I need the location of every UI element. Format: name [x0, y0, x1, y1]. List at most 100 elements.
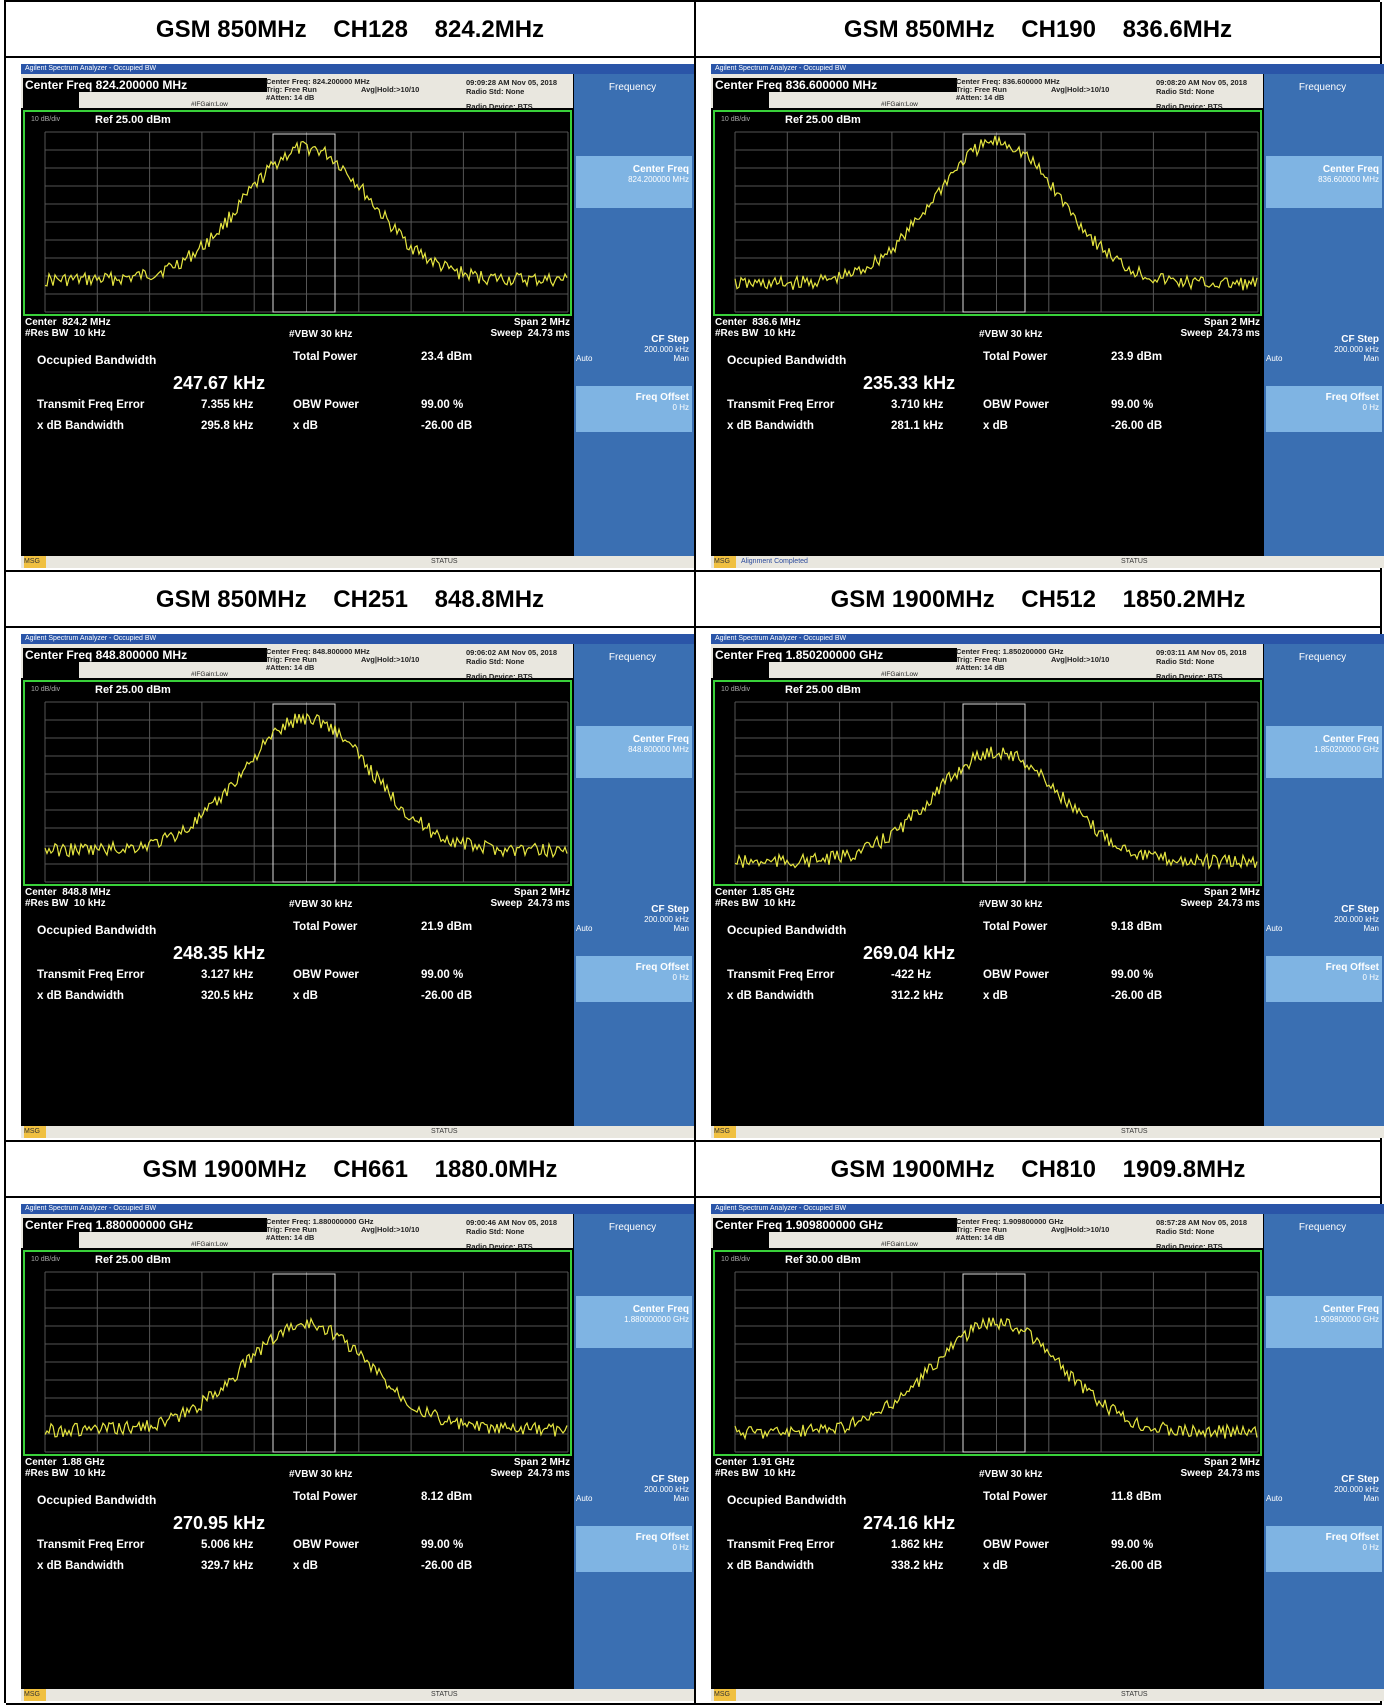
- softkey-panel: Frequency Center Freq 848.800000 MHz CF Ste…: [574, 644, 694, 1126]
- auto-man-toggle[interactable]: Auto Man: [576, 924, 689, 933]
- man-option: Man: [1363, 354, 1379, 363]
- xdb-bw-value: 338.2 kHz: [891, 1560, 944, 1572]
- ref-level: Ref 25.00 dBm: [95, 114, 171, 126]
- vbw: #VBW 30 kHz: [289, 899, 353, 910]
- total-power-label: Total Power: [293, 351, 358, 363]
- tfe-value: 3.710 kHz: [891, 399, 944, 411]
- softkey-panel: Frequency Center Freq 1.880000000 GHz CF St…: [574, 1214, 694, 1689]
- footer-right: Span 2 MHz Sweep 24.73 ms: [1181, 1457, 1261, 1479]
- center-freq-key-value: 836.600000 MHz: [1318, 175, 1379, 184]
- measurement-status-bar: Center Freq 1.880000000 GHz Center Freq: …: [21, 1214, 573, 1251]
- cf-step-key[interactable]: CF Step 200.000 kHz Auto Man: [576, 900, 692, 946]
- status-label: STATUS: [431, 1691, 458, 1698]
- xdb-label: x dB: [983, 1560, 1008, 1572]
- freq-offset-key[interactable]: Freq Offset 0 Hz: [576, 386, 692, 432]
- trigger-info: Center Freq: 1.880000000 GHz Trig: Free R…: [266, 1218, 374, 1242]
- auto-man-toggle[interactable]: Auto Man: [1266, 924, 1379, 933]
- cf-step-key[interactable]: CF Step 200.000 kHz Auto Man: [1266, 900, 1382, 946]
- measurement-status-bar: Center Freq 1.850200000 GHz Center Freq: …: [711, 644, 1263, 681]
- timestamp: 09:09:28 AM Nov 05, 2018: [466, 78, 558, 87]
- ref-level: Ref 25.00 dBm: [95, 684, 171, 696]
- auto-man-toggle[interactable]: Auto Man: [576, 1494, 689, 1503]
- softkey-panel: Frequency Center Freq 836.600000 MHz CF Ste…: [1264, 74, 1384, 556]
- trigger-info: Center Freq: 836.600000 MHz Trig: Free Ru…: [956, 78, 1060, 102]
- spectrum-trace: [44, 712, 568, 859]
- entry-field[interactable]: [713, 662, 769, 678]
- auto-man-toggle[interactable]: Auto Man: [576, 354, 689, 363]
- msg-indicator: MSG: [24, 556, 46, 568]
- occ-bw-value: 269.04 kHz: [863, 943, 956, 963]
- softkey-panel: Frequency Center Freq 824.200000 MHz CF Ste…: [574, 74, 694, 556]
- tfe-value: 5.006 kHz: [201, 1539, 254, 1551]
- center-freq-info: Center Freq: 824.200000 MHz: [266, 77, 370, 86]
- freq-offset-key[interactable]: Freq Offset 0 Hz: [576, 956, 692, 1002]
- footer-left: Center 848.8 MHz #Res BW 10 kHz: [25, 887, 111, 909]
- center-freq-key[interactable]: Center Freq 1.850200000 GHz: [1266, 726, 1382, 778]
- center-freq-key-value: 848.800000 MHz: [628, 745, 689, 754]
- res-bw: #Res BW 10 kHz: [715, 1468, 796, 1479]
- trigger-info: Center Freq: 1.850200000 GHz Trig: Free R…: [956, 648, 1064, 672]
- center-freq-key[interactable]: Center Freq 836.600000 MHz: [1266, 156, 1382, 208]
- auto-man-toggle[interactable]: Auto Man: [1266, 1494, 1379, 1503]
- cf-step-key[interactable]: CF Step 200.000 kHz Auto Man: [1266, 330, 1382, 376]
- freq-offset-value: 0 Hz: [1362, 1543, 1379, 1552]
- center-freq-key[interactable]: Center Freq 1.880000000 GHz: [576, 1296, 692, 1348]
- obw-power-label: OBW Power: [293, 969, 359, 981]
- xdb-bw-value: 281.1 kHz: [891, 420, 944, 432]
- measurement-status-bar: Center Freq 824.200000 MHz Center Freq: 8…: [21, 74, 573, 111]
- total-power-label: Total Power: [983, 351, 1048, 363]
- cf-step-label: CF Step: [651, 1474, 689, 1485]
- res-bw: #Res BW 10 kHz: [25, 1468, 106, 1479]
- entry-field[interactable]: [23, 662, 79, 678]
- radio-device: Radio Device: BTS: [1156, 102, 1223, 111]
- avg-hold: Avg|Hold:>10/10: [361, 85, 420, 94]
- freq-offset-key[interactable]: Freq Offset 0 Hz: [1266, 956, 1382, 1002]
- center-freq-readout: Center Freq 848.800000 MHz: [23, 648, 267, 662]
- center-freq-key[interactable]: Center Freq 1.909800000 GHz: [1266, 1296, 1382, 1348]
- man-option: Man: [1363, 924, 1379, 933]
- radio-device: Radio Device: BTS: [466, 1242, 533, 1251]
- total-power-label: Total Power: [983, 1491, 1048, 1503]
- panel-cell: GSM 1900MHz CH661 1880.0MHz Agilent Spect…: [6, 1142, 696, 1705]
- freq-offset-key[interactable]: Freq Offset 0 Hz: [1266, 386, 1382, 432]
- obw-power-value: 99.00 %: [1111, 1539, 1154, 1551]
- freq-offset-key[interactable]: Freq Offset 0 Hz: [576, 1526, 692, 1572]
- freq-offset-value: 0 Hz: [1362, 973, 1379, 982]
- center-freq-info: Center Freq: 1.880000000 GHz: [266, 1217, 374, 1226]
- sweep-label: Sweep 24.73 ms: [1180, 1468, 1261, 1479]
- entry-field[interactable]: [23, 1232, 79, 1248]
- center-freq-key[interactable]: Center Freq 824.200000 MHz: [576, 156, 692, 208]
- cf-step-key[interactable]: CF Step 200.000 kHz Auto Man: [576, 330, 692, 376]
- xdb-label: x dB: [293, 420, 318, 432]
- atten-info: #Atten: 14 dB: [266, 93, 315, 102]
- tfe-value: 3.127 kHz: [201, 969, 254, 981]
- entry-field[interactable]: [713, 1232, 769, 1248]
- footer-right: Span 2 MHz Sweep 24.73 ms: [1181, 887, 1261, 909]
- footer-left: Center 1.85 GHz #Res BW 10 kHz: [715, 887, 796, 909]
- auto-option: Auto: [1266, 354, 1283, 363]
- radio-std: Radio Std: None: [466, 87, 525, 96]
- freq-offset-key[interactable]: Freq Offset 0 Hz: [1266, 1526, 1382, 1572]
- center-freq-key[interactable]: Center Freq 848.800000 MHz: [576, 726, 692, 778]
- xdb-value: -26.00 dB: [1111, 420, 1163, 432]
- xdb-bw-label: x dB Bandwidth: [37, 990, 124, 1002]
- entry-field[interactable]: [713, 92, 769, 108]
- scale-per-div: 10 dB/div: [721, 686, 751, 693]
- footer-left: Center 1.91 GHz #Res BW 10 kHz: [715, 1457, 796, 1479]
- spectrum-plot: 10 dB/div Ref 25.00 dBm: [23, 680, 572, 886]
- status-bar: MSG STATUS: [711, 1126, 1384, 1138]
- obw-marker-box: [962, 1273, 1026, 1453]
- entry-field[interactable]: [23, 92, 79, 108]
- spectrum-trace-area: [734, 1271, 1259, 1453]
- ifgain-tag: #IFGain:Low: [881, 671, 918, 678]
- auto-man-toggle[interactable]: Auto Man: [1266, 354, 1379, 363]
- status-bar: MSG STATUS: [21, 1126, 694, 1138]
- occ-bw-label: Occupied Bandwidth: [727, 353, 847, 367]
- window-title: Agilent Spectrum Analyzer - Occupied BW: [21, 634, 694, 644]
- footer-left: Center 836.6 MHz #Res BW 10 kHz: [715, 317, 801, 339]
- cf-step-key[interactable]: CF Step 200.000 kHz Auto Man: [1266, 1470, 1382, 1516]
- obw-power-label: OBW Power: [293, 399, 359, 411]
- radio-device: Radio Device: BTS: [1156, 1242, 1223, 1251]
- cf-step-key[interactable]: CF Step 200.000 kHz Auto Man: [576, 1470, 692, 1516]
- obw-power-value: 99.00 %: [1111, 399, 1154, 411]
